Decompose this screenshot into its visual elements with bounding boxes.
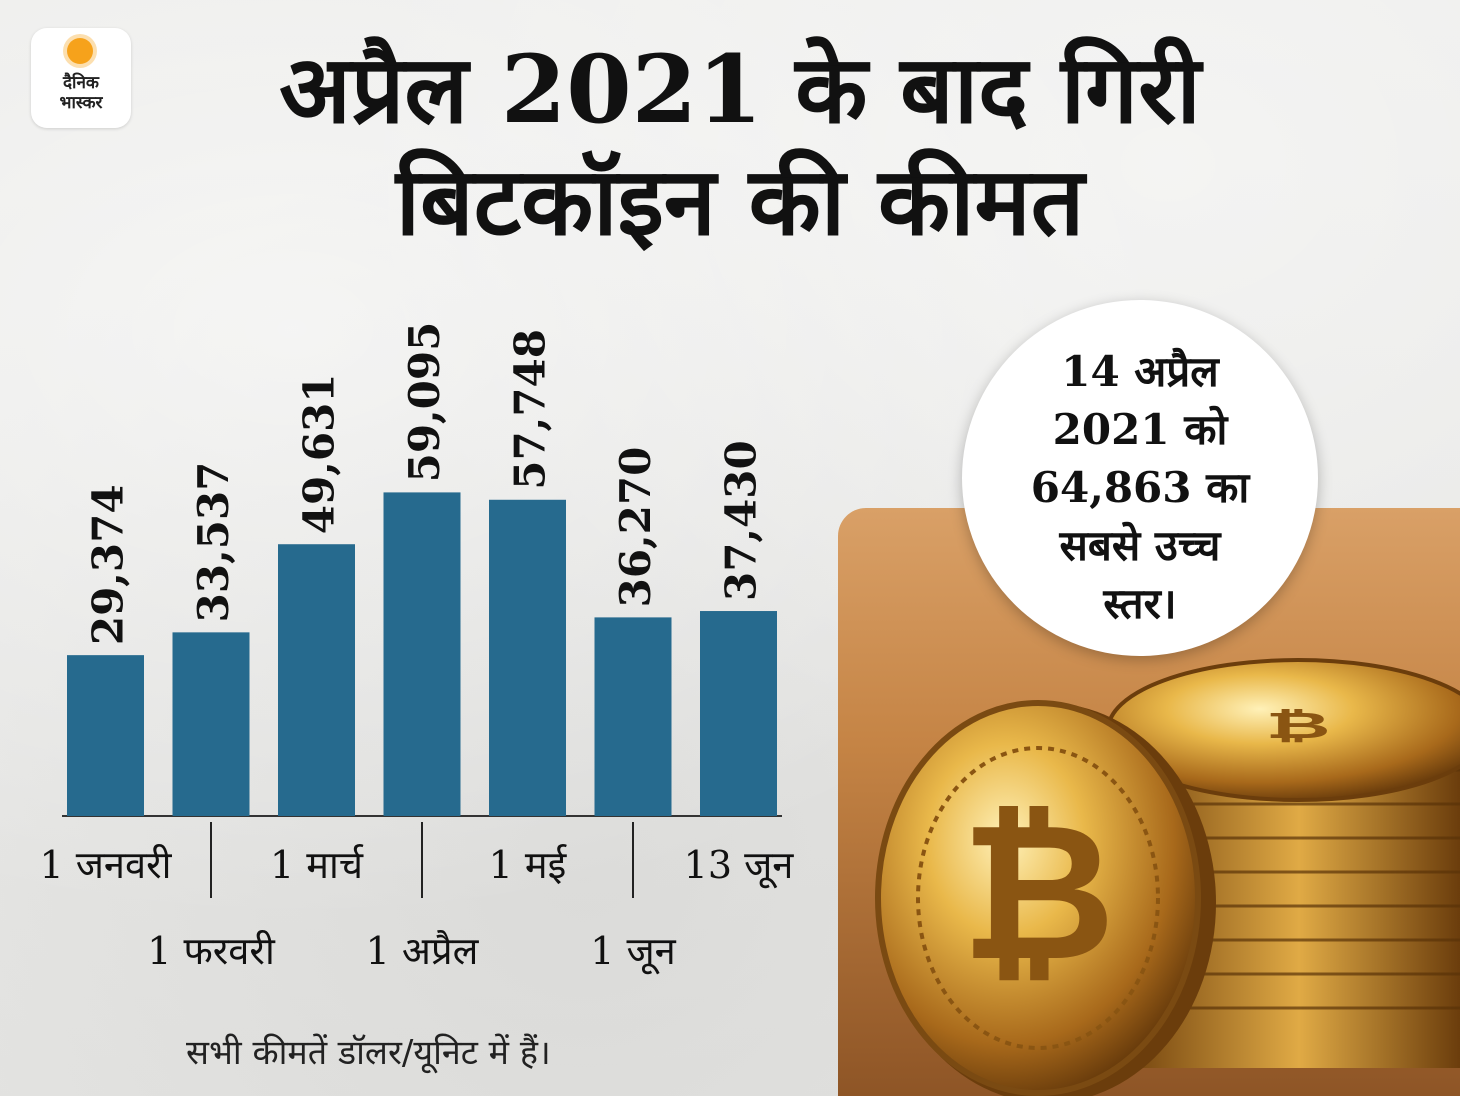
callout-line: 14 अप्रैल: [1061, 347, 1219, 396]
bar: [700, 611, 777, 816]
bar-value-label: 36,270: [611, 447, 660, 608]
bar-value-label: 33,537: [189, 462, 238, 623]
bar-chart: 29,374 1 जनवरी 33,537 1 फरवरी 49,631 1 मार्च 5…: [39, 322, 795, 975]
bar-value-label: 49,631: [295, 373, 344, 534]
x-tick-label: 1 अप्रैल: [366, 929, 480, 973]
svg-text:₿: ₿: [1265, 704, 1330, 746]
x-tick-label: 1 मई: [489, 843, 568, 887]
footnote: सभी कीमतें डॉलर/यूनिट में हैं।: [186, 1033, 551, 1073]
bar: [489, 499, 566, 816]
callout-line: सबसे उच्च: [1059, 521, 1221, 570]
title-line1: अप्रैल 2021 के बाद गिरी: [279, 35, 1201, 145]
bar: [278, 544, 355, 816]
sun-icon: [67, 38, 93, 64]
bar: [67, 655, 144, 816]
x-tick-label: 1 जनवरी: [39, 843, 172, 887]
x-tick-label: 1 मार्च: [270, 843, 364, 887]
bar-value-label: 57,748: [506, 329, 555, 490]
bar-value-label: 29,374: [84, 484, 133, 645]
bitcoin-photo: ₿ ₿: [838, 508, 1460, 1096]
bar: [594, 617, 672, 816]
dainik-bhaskar-logo: दैनिक भास्कर: [31, 28, 131, 128]
callout-line: स्तर।: [1103, 579, 1177, 628]
page-title: अप्रैल 2021 के बाद गिरी बिटकॉइन की कीमत: [150, 34, 1330, 258]
bitcoin-coins-icon: ₿ ₿: [875, 658, 1460, 1096]
logo-text-line1: दैनिक: [63, 73, 99, 93]
callout-line: 64,863 का: [1030, 463, 1250, 512]
x-tick-label: 1 फरवरी: [147, 929, 276, 973]
bar-value-label: 37,430: [717, 440, 766, 601]
logo-text-line2: भास्कर: [59, 93, 103, 113]
svg-text:₿: ₿: [961, 782, 1116, 1003]
x-tick-label: 1 जून: [590, 929, 676, 975]
title-line2: बिटकॉइन की कीमत: [395, 147, 1085, 257]
bar: [172, 632, 250, 816]
callout-line: 2021 को: [1052, 405, 1228, 454]
x-tick-label: 13 जून: [684, 843, 795, 889]
peak-price-callout: 14 अप्रैल 2021 को 64,863 का सबसे उच्च स्…: [962, 300, 1318, 656]
bar: [383, 492, 461, 816]
bar-value-label: 59,095: [400, 322, 449, 483]
